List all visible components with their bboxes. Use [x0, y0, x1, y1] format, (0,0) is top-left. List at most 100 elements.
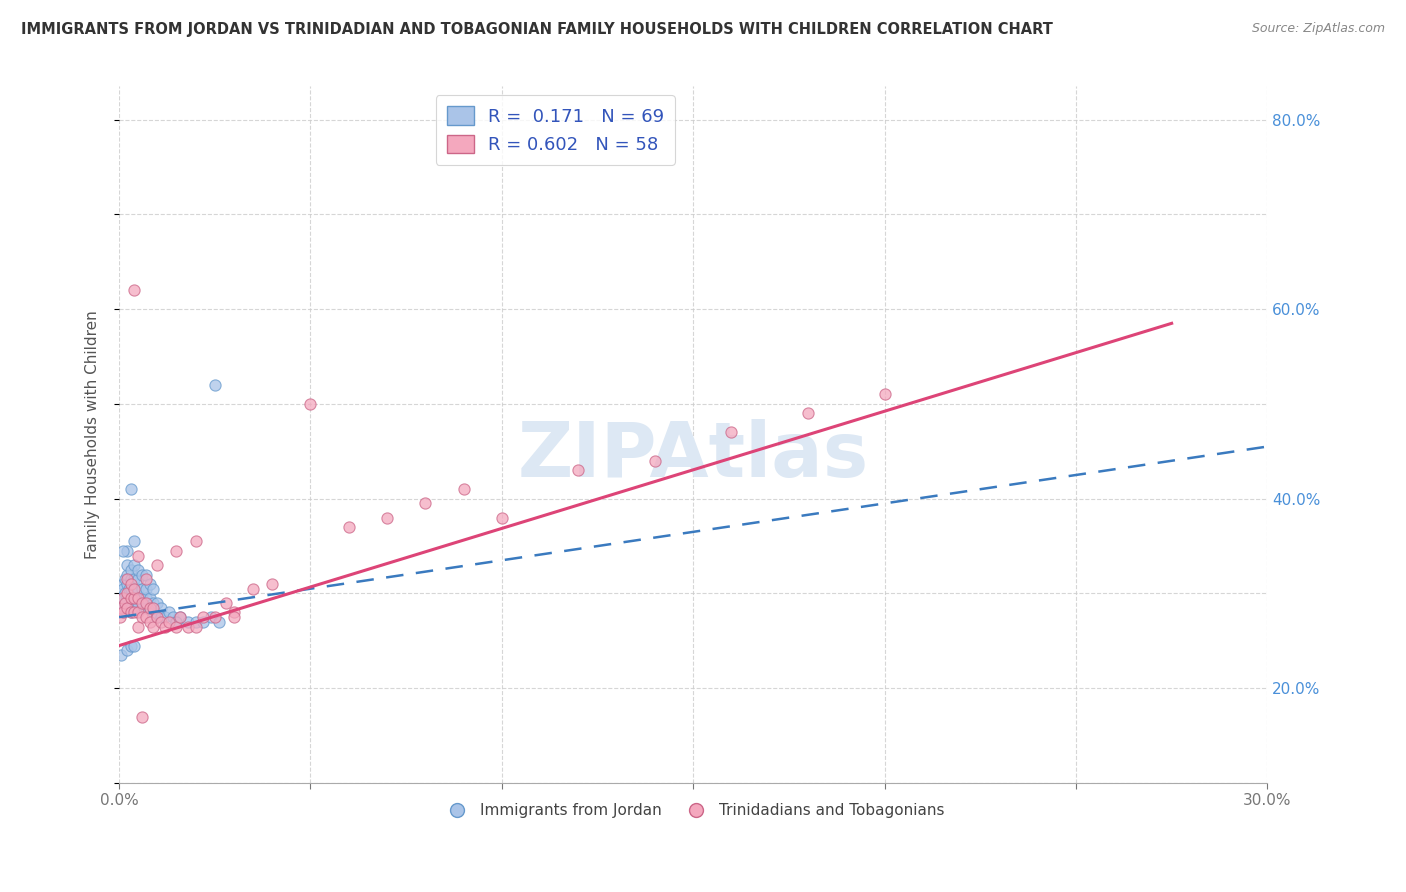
Point: [567, 463, 589, 477]
Point: [146, 610, 169, 624]
Point: [142, 582, 165, 596]
Point: [120, 572, 142, 586]
Text: IMMIGRANTS FROM JORDAN VS TRINIDADIAN AND TOBAGONIAN FAMILY HOUSEHOLDS WITH CHIL: IMMIGRANTS FROM JORDAN VS TRINIDADIAN AN…: [21, 22, 1053, 37]
Point: [242, 582, 264, 596]
Point: [375, 510, 398, 524]
Point: [142, 596, 165, 610]
Point: [115, 567, 138, 582]
Point: [120, 582, 142, 596]
Point: [120, 600, 142, 615]
Point: [110, 591, 132, 606]
Point: [124, 591, 146, 606]
Point: [166, 615, 188, 629]
Point: [124, 582, 146, 596]
Point: [131, 591, 153, 606]
Y-axis label: Family Households with Children: Family Households with Children: [86, 310, 100, 559]
Point: [127, 596, 149, 610]
Point: [299, 397, 322, 411]
Point: [169, 610, 191, 624]
Point: [720, 425, 742, 440]
Point: [115, 643, 138, 657]
Point: [111, 577, 134, 591]
Point: [120, 639, 142, 653]
Point: [124, 572, 146, 586]
Point: [120, 591, 142, 606]
Point: [131, 600, 153, 615]
Point: [413, 496, 436, 510]
Point: [150, 610, 173, 624]
Point: [115, 591, 138, 606]
Point: [184, 615, 207, 629]
Point: [135, 582, 157, 596]
Point: [131, 567, 153, 582]
Point: [111, 544, 134, 558]
Point: [111, 591, 134, 606]
Point: [131, 596, 153, 610]
Point: [111, 596, 134, 610]
Point: [127, 572, 149, 586]
Point: [124, 606, 146, 620]
Point: [120, 591, 142, 606]
Point: [114, 596, 136, 610]
Point: [127, 591, 149, 606]
Point: [142, 606, 165, 620]
Point: [169, 610, 191, 624]
Point: [115, 558, 138, 572]
Point: [142, 620, 165, 634]
Point: [142, 600, 165, 615]
Point: [127, 606, 149, 620]
Point: [115, 572, 138, 586]
Point: [153, 610, 176, 624]
Point: [177, 615, 200, 629]
Point: [127, 563, 149, 577]
Point: [215, 596, 238, 610]
Point: [124, 639, 146, 653]
Legend: Immigrants from Jordan, Trinidadians and Tobagonians: Immigrants from Jordan, Trinidadians and…: [436, 797, 950, 824]
Point: [127, 591, 149, 606]
Point: [146, 558, 169, 572]
Point: [207, 615, 229, 629]
Point: [115, 577, 138, 591]
Point: [131, 582, 153, 596]
Point: [124, 600, 146, 615]
Point: [110, 600, 132, 615]
Point: [131, 709, 153, 723]
Point: [135, 591, 157, 606]
Point: [157, 606, 180, 620]
Point: [124, 283, 146, 297]
Point: [177, 620, 200, 634]
Point: [108, 600, 131, 615]
Point: [153, 620, 176, 634]
Point: [262, 577, 284, 591]
Point: [184, 620, 207, 634]
Point: [120, 606, 142, 620]
Point: [491, 510, 513, 524]
Point: [124, 558, 146, 572]
Point: [115, 600, 138, 615]
Point: [120, 563, 142, 577]
Point: [138, 577, 160, 591]
Point: [146, 610, 169, 624]
Point: [797, 406, 820, 420]
Point: [644, 454, 666, 468]
Point: [157, 615, 180, 629]
Point: [193, 615, 215, 629]
Point: [127, 582, 149, 596]
Point: [166, 544, 188, 558]
Point: [114, 586, 136, 600]
Point: [166, 615, 188, 629]
Point: [135, 610, 157, 624]
Point: [111, 591, 134, 606]
Point: [108, 610, 131, 624]
Point: [111, 582, 134, 596]
Point: [222, 606, 245, 620]
Point: [135, 596, 157, 610]
Point: [193, 610, 215, 624]
Point: [115, 586, 138, 600]
Point: [117, 582, 139, 596]
Point: [114, 572, 136, 586]
Point: [135, 600, 157, 615]
Point: [124, 582, 146, 596]
Point: [120, 606, 142, 620]
Point: [111, 606, 134, 620]
